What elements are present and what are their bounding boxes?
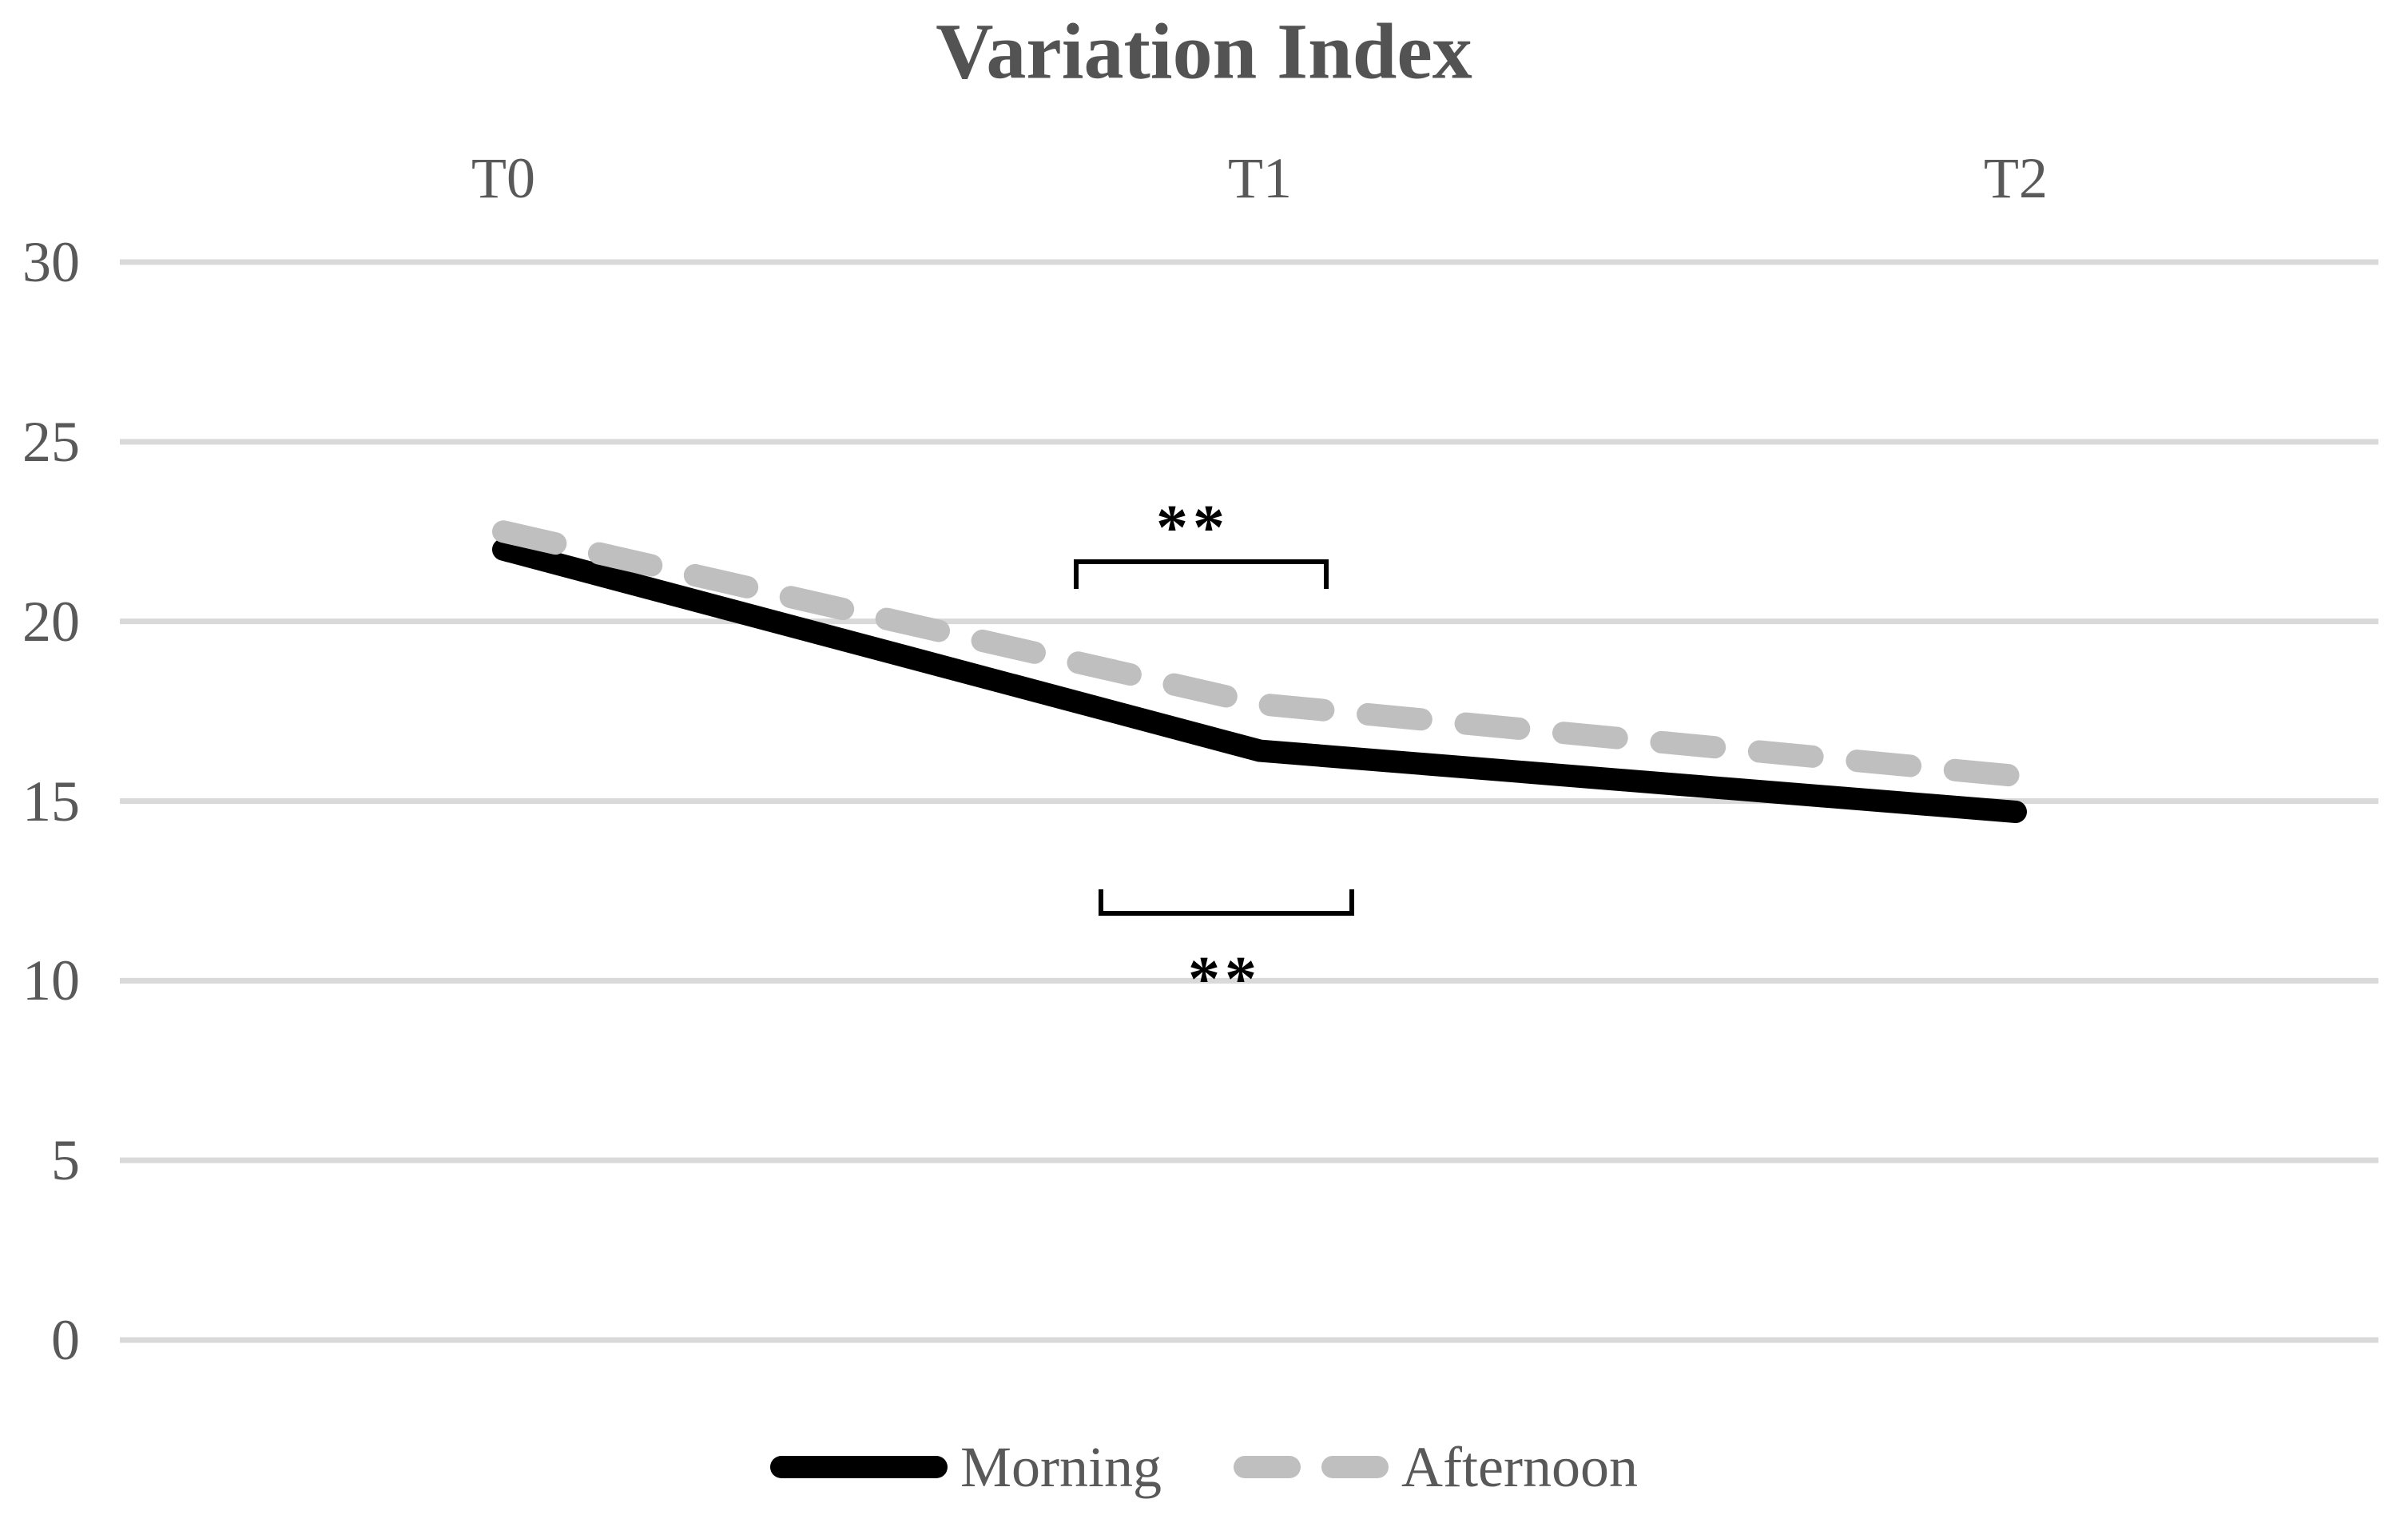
afternoon-line-swatch [1234,1456,1389,1478]
morning-series-line [492,538,2027,823]
afternoon-series-line [492,520,2027,788]
significance-asterisks-2: ** [1188,944,1262,1015]
ytick-label-5: 5 [51,1128,80,1193]
significance-asterisks-1: ** [1156,493,1230,563]
ytick-label-20: 20 [22,589,80,654]
significance-bracket-2 [1099,889,1354,916]
legend-label-morning: Morning [960,1435,1162,1499]
significance-bracket-1 [1074,559,1329,589]
chart-title: Variation Index [936,6,1472,96]
dash-segment [1234,1456,1301,1478]
category-label-t2: T2 [1984,146,2048,210]
dash-segment [1321,1456,1389,1478]
ytick-label-10: 10 [22,948,80,1013]
category-label-t0: T0 [471,146,535,210]
legend-item-afternoon: Afternoon [1234,1438,1638,1496]
legend-item-morning: Morning [770,1438,1162,1496]
ytick-label-0: 0 [51,1308,80,1372]
ytick-label-25: 25 [22,409,80,474]
ytick-label-30: 30 [22,230,80,294]
ytick-label-15: 15 [22,769,80,833]
legend: Morning Afternoon [0,1427,2408,1507]
legend-label-afternoon: Afternoon [1401,1435,1638,1499]
category-label-t1: T1 [1228,146,1292,210]
morning-line-swatch [770,1456,948,1478]
